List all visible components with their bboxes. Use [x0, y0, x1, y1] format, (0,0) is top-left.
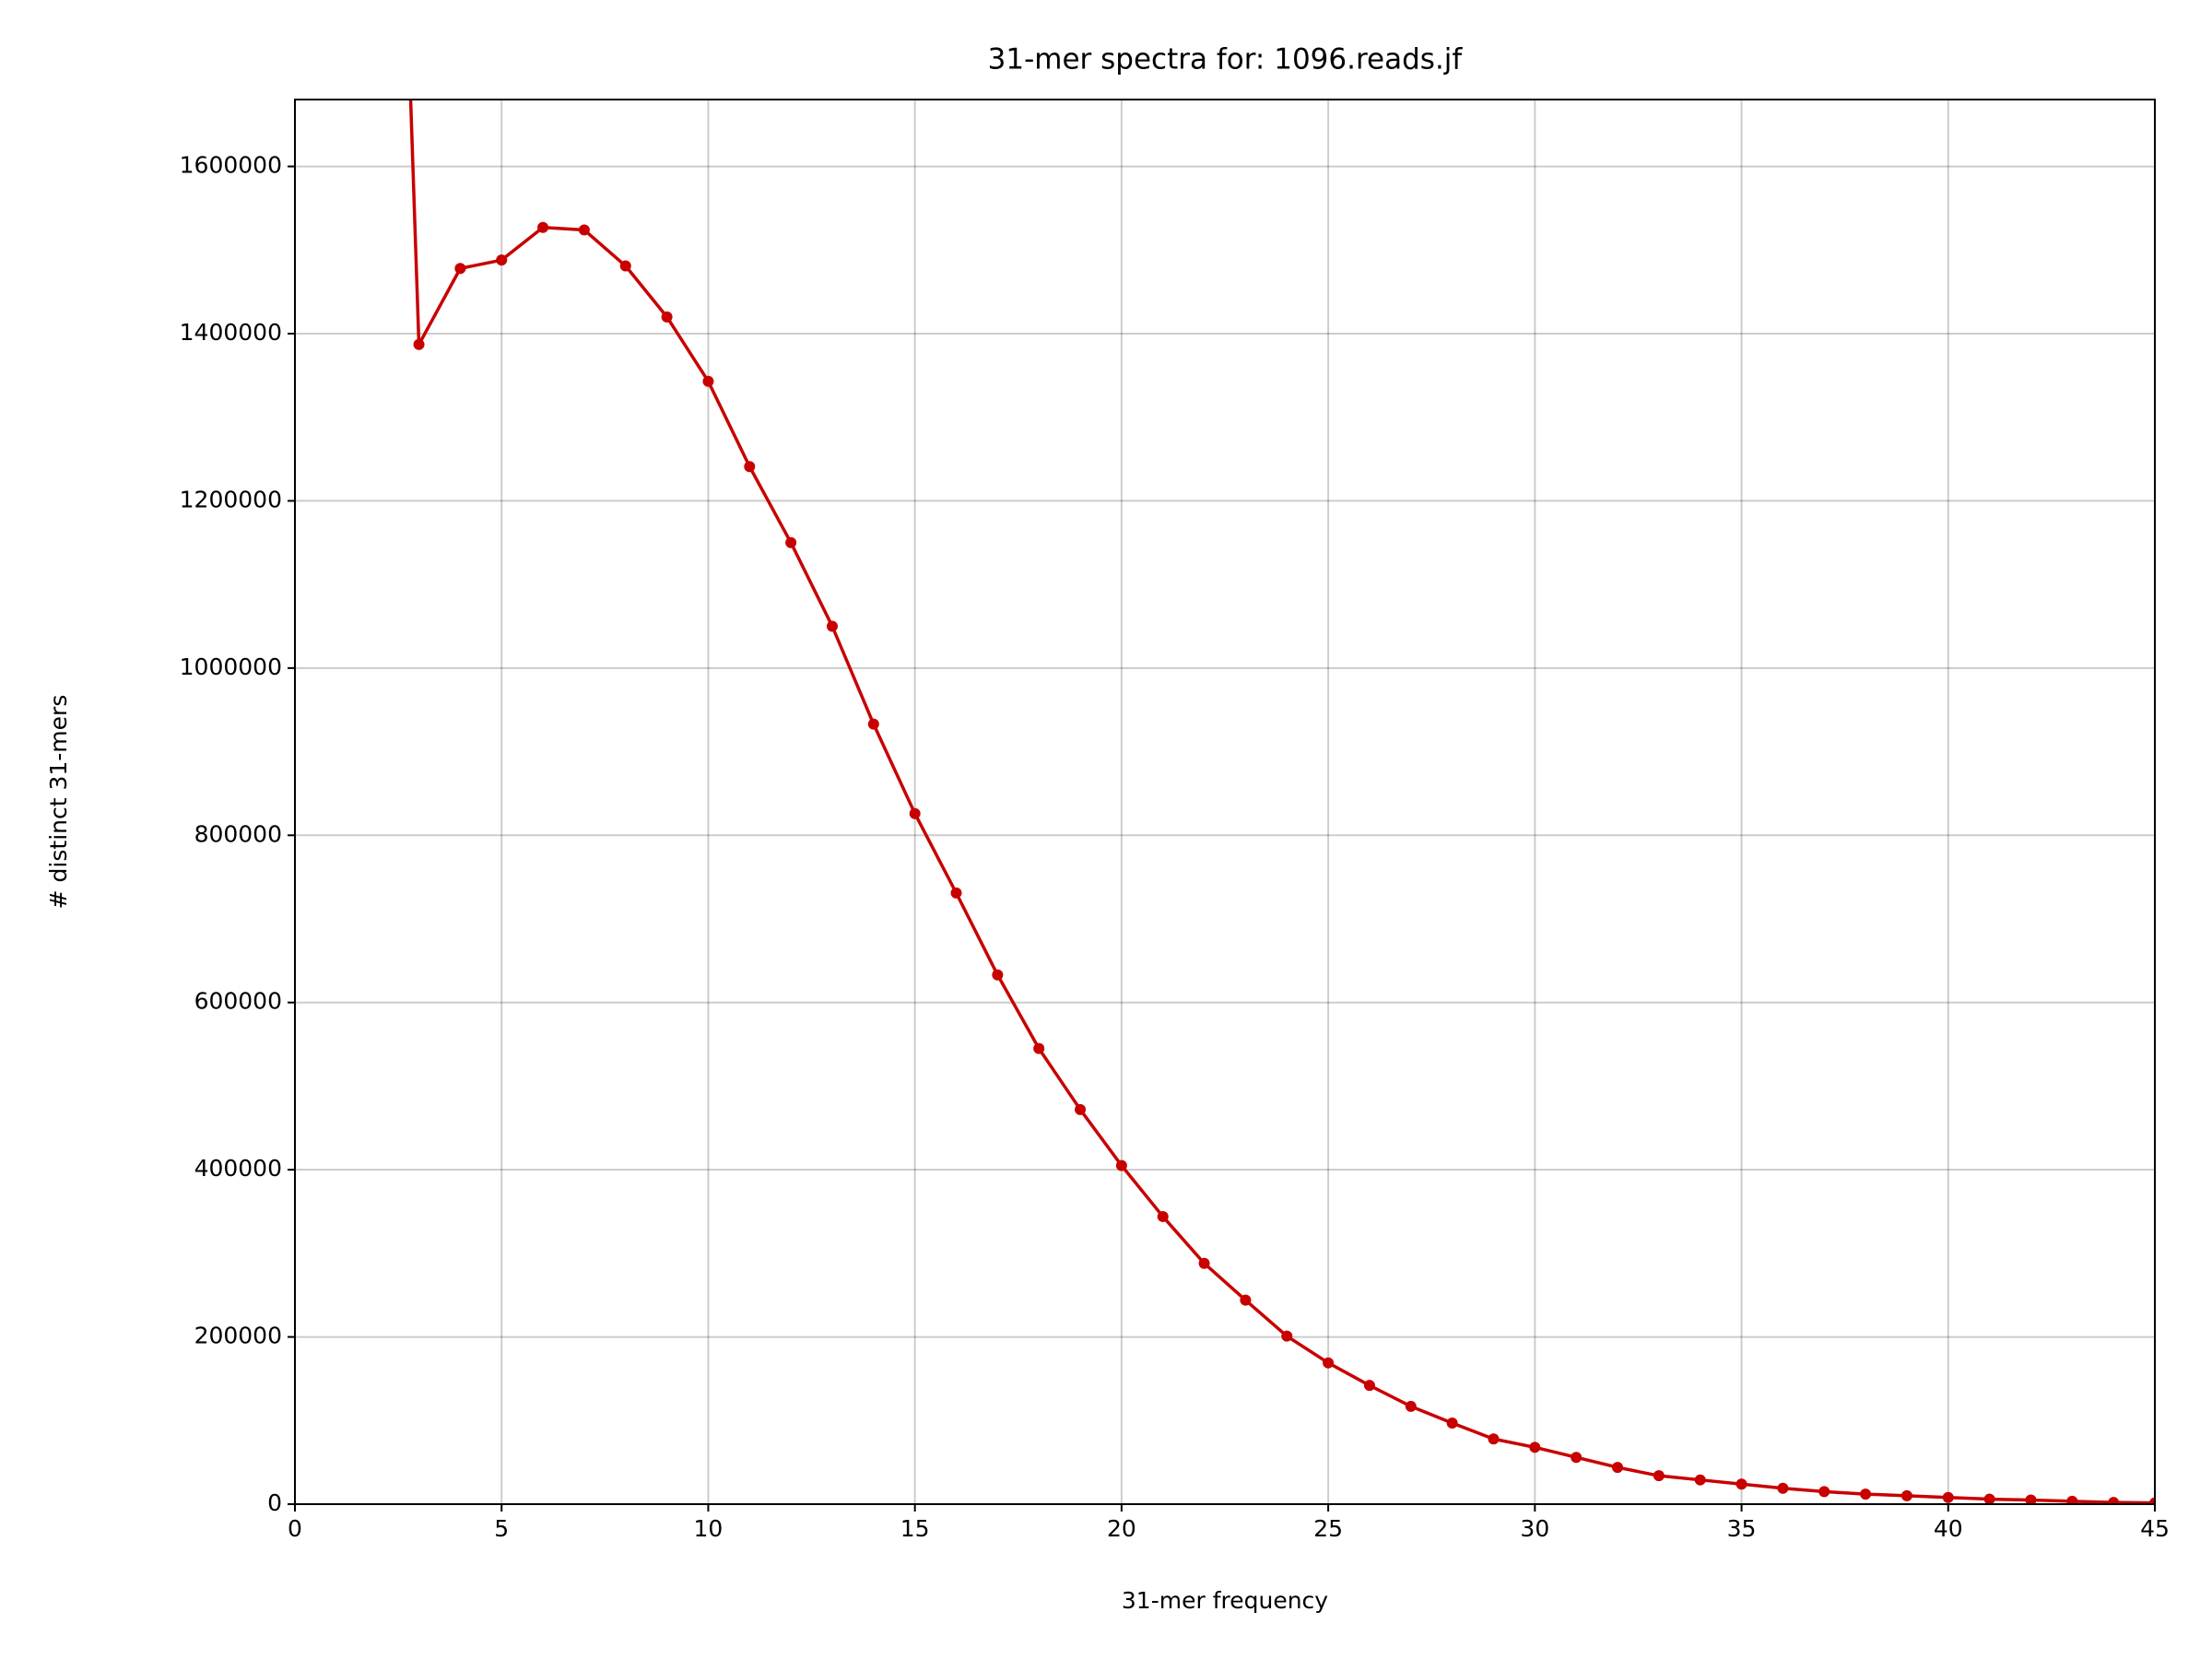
data-point	[992, 969, 1004, 981]
data-point	[1115, 1159, 1127, 1171]
x-tick-label: 15	[900, 1515, 930, 1542]
data-point	[2025, 1494, 2037, 1504]
data-point	[2108, 1497, 2120, 1504]
ticks: 0 5 10 15 20 25 30 35 40 45 0 200000 400000 600000 800…	[180, 152, 2170, 1542]
data-point	[1405, 1400, 1417, 1412]
data-point	[537, 221, 549, 233]
axes-frame	[294, 99, 2156, 1505]
x-tick-label: 40	[1934, 1515, 1963, 1542]
y-tick-label: 200000	[194, 1323, 282, 1349]
data-point	[454, 263, 466, 275]
y-axis-label: # distinct 31-mers	[45, 695, 72, 910]
data-point	[619, 260, 631, 272]
x-tick-label: 30	[1520, 1515, 1549, 1542]
data-point	[1033, 1042, 1045, 1054]
data-point	[1198, 1257, 1210, 1269]
y-tick-label: 1000000	[180, 653, 282, 680]
data-point	[1529, 1441, 1541, 1453]
data-point	[1777, 1482, 1789, 1494]
data-point	[1694, 1474, 1706, 1486]
chart-title: 31-mer spectra for: 1096.reads.jf	[988, 43, 1464, 76]
data-point	[1942, 1491, 1954, 1503]
data-point	[2066, 1495, 2078, 1504]
data-point	[2149, 1497, 2155, 1504]
data-point	[826, 620, 838, 632]
data-point	[1363, 1380, 1375, 1392]
y-tick-label: 400000	[194, 1155, 282, 1182]
data-line	[408, 100, 2155, 1504]
data-point	[496, 254, 508, 266]
data-point	[1446, 1418, 1458, 1430]
data-point	[1818, 1486, 1830, 1498]
data-point	[1075, 1103, 1087, 1115]
data-point	[950, 887, 962, 899]
plot-area	[408, 100, 2155, 1504]
y-tick-label: 0	[267, 1489, 282, 1516]
data-point	[1653, 1470, 1665, 1482]
y-tick-label: 600000	[194, 988, 282, 1015]
data-point	[661, 311, 673, 323]
data-point	[1281, 1330, 1293, 1342]
x-tick-label: 45	[2140, 1515, 2170, 1542]
data-point	[1612, 1462, 1624, 1474]
x-tick-label: 35	[1727, 1515, 1757, 1542]
y-tick-label: 1200000	[180, 486, 282, 512]
y-tick-label: 1400000	[180, 319, 282, 346]
data-point	[1983, 1493, 1995, 1504]
data-point	[1735, 1478, 1747, 1490]
x-tick-label: 10	[694, 1515, 724, 1542]
x-tick-label: 0	[288, 1515, 302, 1542]
data-point	[1157, 1210, 1169, 1222]
data-point	[1900, 1489, 1912, 1501]
y-tick-label: 1600000	[180, 152, 282, 179]
x-tick-label: 20	[1107, 1515, 1136, 1542]
data-point	[1571, 1452, 1583, 1464]
data-point	[867, 718, 879, 730]
data-point	[1240, 1294, 1252, 1306]
data-point	[1323, 1357, 1335, 1369]
data-point	[1860, 1488, 1872, 1500]
data-point	[1488, 1433, 1500, 1445]
data-point	[413, 338, 425, 350]
data-point	[909, 807, 921, 819]
data-point	[744, 461, 756, 473]
x-axis-label: 31-mer frequency	[1122, 1587, 1328, 1614]
x-tick-label: 5	[494, 1515, 509, 1542]
data-point	[578, 224, 590, 236]
x-tick-label: 25	[1313, 1515, 1343, 1542]
data-point	[785, 536, 797, 548]
y-tick-label: 800000	[194, 820, 282, 847]
data-point	[702, 375, 714, 387]
